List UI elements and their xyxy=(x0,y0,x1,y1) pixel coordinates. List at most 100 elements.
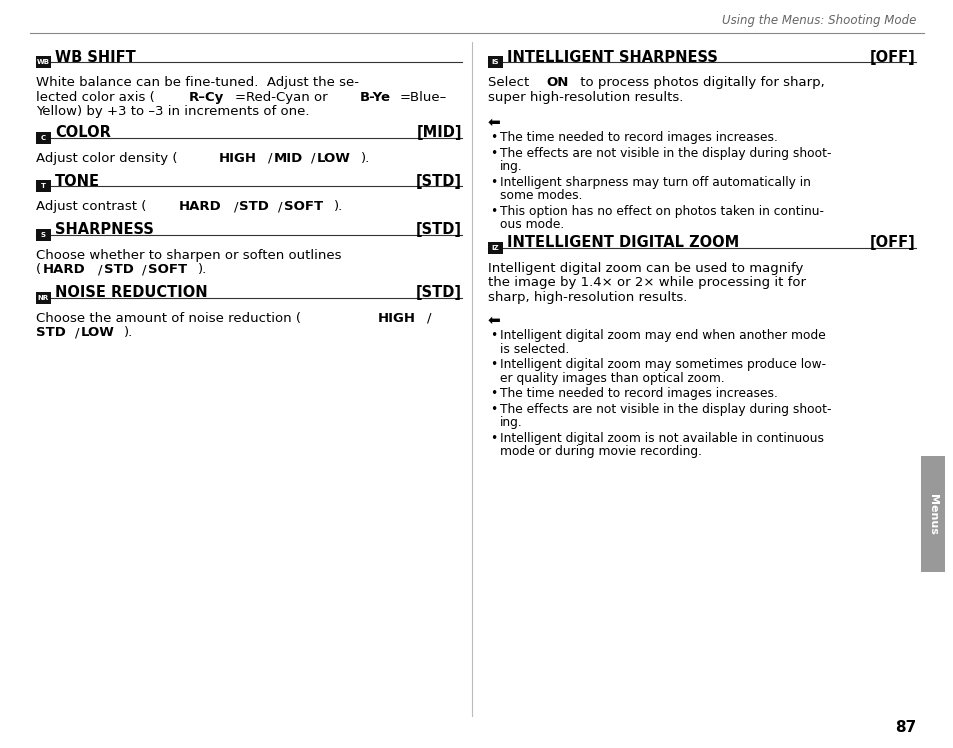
Text: Intelligent digital zoom can be used to magnify: Intelligent digital zoom can be used to … xyxy=(488,262,802,275)
Text: to process photos digitally for sharp,: to process photos digitally for sharp, xyxy=(575,76,823,89)
Text: •: • xyxy=(490,387,497,400)
Text: HARD: HARD xyxy=(178,200,221,213)
Text: [STD]: [STD] xyxy=(416,222,461,237)
Text: ⬅: ⬅ xyxy=(488,115,500,130)
Text: White balance can be fine-tuned.  Adjust the se-: White balance can be fine-tuned. Adjust … xyxy=(36,76,358,89)
Text: SOFT: SOFT xyxy=(148,263,187,276)
Text: /: / xyxy=(311,152,315,165)
Text: ing.: ing. xyxy=(499,416,522,429)
Text: HIGH: HIGH xyxy=(377,311,416,325)
Text: [OFF]: [OFF] xyxy=(869,235,915,250)
Text: [STD]: [STD] xyxy=(416,285,461,300)
Text: Intelligent digital zoom may end when another mode: Intelligent digital zoom may end when an… xyxy=(499,329,825,342)
Text: /: / xyxy=(74,326,79,339)
Text: LOW: LOW xyxy=(80,326,114,339)
Text: Yellow) by +3 to –3 in increments of one.: Yellow) by +3 to –3 in increments of one… xyxy=(36,105,309,118)
Text: (: ( xyxy=(36,263,41,276)
Text: Adjust color density (: Adjust color density ( xyxy=(36,152,177,165)
Text: /: / xyxy=(97,263,102,276)
Bar xyxy=(488,242,502,254)
Text: WB SHIFT: WB SHIFT xyxy=(55,49,135,64)
Text: T: T xyxy=(41,183,46,189)
Bar xyxy=(488,56,502,68)
Text: ).: ). xyxy=(124,326,133,339)
Text: ⬅: ⬅ xyxy=(488,313,500,328)
Text: •: • xyxy=(490,432,497,444)
Text: /: / xyxy=(233,200,238,213)
Text: WB: WB xyxy=(37,59,50,65)
Text: Intelligent digital zoom may sometimes produce low-: Intelligent digital zoom may sometimes p… xyxy=(499,358,825,371)
Text: STD: STD xyxy=(36,326,66,339)
Text: •: • xyxy=(490,147,497,159)
Text: Choose the amount of noise reduction (: Choose the amount of noise reduction ( xyxy=(36,311,301,325)
Text: The time needed to record images increases.: The time needed to record images increas… xyxy=(499,387,777,400)
Text: SOFT: SOFT xyxy=(283,200,322,213)
Text: •: • xyxy=(490,329,497,342)
Text: INTELLIGENT DIGITAL ZOOM: INTELLIGENT DIGITAL ZOOM xyxy=(506,235,739,250)
Bar xyxy=(36,132,51,144)
Text: B-Ye: B-Ye xyxy=(359,91,391,103)
Text: mode or during movie recording.: mode or during movie recording. xyxy=(499,445,701,458)
Text: •: • xyxy=(490,131,497,144)
Text: C: C xyxy=(41,135,46,141)
Text: Adjust contrast (: Adjust contrast ( xyxy=(36,200,146,213)
Text: LOW: LOW xyxy=(316,152,351,165)
Text: some modes.: some modes. xyxy=(499,189,582,202)
Text: sharp, high-resolution results.: sharp, high-resolution results. xyxy=(488,290,687,304)
Text: The effects are not visible in the display during shoot-: The effects are not visible in the displ… xyxy=(499,147,831,159)
Text: HIGH: HIGH xyxy=(218,152,256,165)
Text: /: / xyxy=(427,311,431,325)
Text: ).: ). xyxy=(360,152,370,165)
Text: Menus: Menus xyxy=(927,494,937,534)
Text: •: • xyxy=(490,402,497,415)
Text: [OFF]: [OFF] xyxy=(869,49,915,64)
Text: The effects are not visible in the display during shoot-: The effects are not visible in the displ… xyxy=(499,402,831,415)
Text: Intelligent digital zoom is not available in continuous: Intelligent digital zoom is not availabl… xyxy=(499,432,823,444)
Text: •: • xyxy=(490,176,497,188)
Text: •: • xyxy=(490,204,497,218)
Bar xyxy=(36,228,51,241)
Text: is selected.: is selected. xyxy=(499,343,569,355)
Text: This option has no effect on photos taken in continu-: This option has no effect on photos take… xyxy=(499,204,823,218)
Text: IS: IS xyxy=(491,59,498,65)
Text: MID: MID xyxy=(274,152,302,165)
Text: super high-resolution results.: super high-resolution results. xyxy=(488,91,682,103)
Text: =Blue–: =Blue– xyxy=(399,91,447,103)
Text: /: / xyxy=(142,263,147,276)
Text: er quality images than optical zoom.: er quality images than optical zoom. xyxy=(499,372,724,384)
Text: TONE: TONE xyxy=(55,174,100,188)
Text: [STD]: [STD] xyxy=(416,174,461,188)
Text: the image by 1.4× or 2× while processing it for: the image by 1.4× or 2× while processing… xyxy=(488,276,805,289)
Bar xyxy=(36,180,51,192)
Bar xyxy=(36,292,51,304)
Bar xyxy=(36,56,51,68)
Text: Choose whether to sharpen or soften outlines: Choose whether to sharpen or soften outl… xyxy=(36,248,341,262)
Text: COLOR: COLOR xyxy=(55,125,111,140)
Text: [MID]: [MID] xyxy=(416,125,461,140)
Text: NOISE REDUCTION: NOISE REDUCTION xyxy=(55,285,208,300)
Text: S: S xyxy=(41,231,46,238)
Text: Select: Select xyxy=(488,76,533,89)
Bar xyxy=(920,456,944,572)
Text: ON: ON xyxy=(546,76,569,89)
Text: ing.: ing. xyxy=(499,160,522,173)
Text: SHARPNESS: SHARPNESS xyxy=(55,222,153,237)
Text: ).: ). xyxy=(198,263,208,276)
Text: HARD: HARD xyxy=(43,263,85,276)
Text: /: / xyxy=(277,200,282,213)
Text: IZ: IZ xyxy=(491,245,498,251)
Text: The time needed to record images increases.: The time needed to record images increas… xyxy=(499,131,777,144)
Text: lected color axis (: lected color axis ( xyxy=(36,91,154,103)
Text: Intelligent sharpness may turn off automatically in: Intelligent sharpness may turn off autom… xyxy=(499,176,810,188)
Text: 87: 87 xyxy=(894,720,915,735)
Text: INTELLIGENT SHARPNESS: INTELLIGENT SHARPNESS xyxy=(506,49,717,64)
Text: •: • xyxy=(490,358,497,371)
Text: STD: STD xyxy=(239,200,269,213)
Text: =Red-Cyan or: =Red-Cyan or xyxy=(234,91,332,103)
Text: STD: STD xyxy=(104,263,133,276)
Text: /: / xyxy=(268,152,272,165)
Text: Using the Menus: Shooting Mode: Using the Menus: Shooting Mode xyxy=(720,13,915,26)
Text: NR: NR xyxy=(38,295,49,301)
Text: ous mode.: ous mode. xyxy=(499,218,563,231)
Text: R–Cy: R–Cy xyxy=(189,91,224,103)
